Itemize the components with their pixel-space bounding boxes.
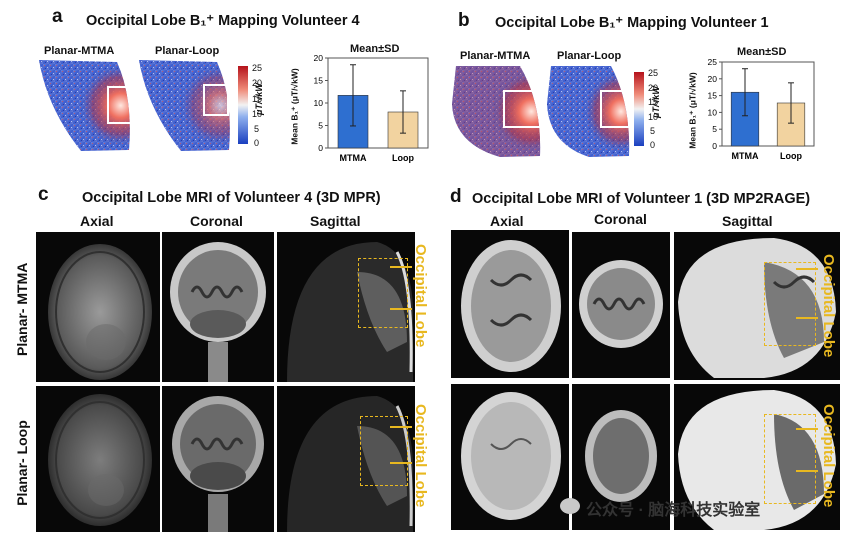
panel-b-title: Occipital Lobe B₁⁺ Mapping Volunteer 1 [495, 15, 769, 31]
chart-b-category-label: Loop [780, 151, 802, 161]
panel-b-letter: b [458, 10, 470, 31]
panel-c-letter: c [38, 184, 49, 205]
panel-c-mri-sagittal-mtma [277, 232, 415, 382]
watermark-text: 公众号 · 脑海科技实验室 [586, 502, 761, 519]
chart-b-title: Mean±SD [737, 46, 787, 58]
panel-a-roi-box-mtma [107, 86, 133, 124]
panel-c-arrow-icon [390, 266, 412, 268]
chart-b-ytick-label: 0 [712, 141, 717, 151]
panel-a-colorbar-tick: 20 [252, 78, 263, 88]
panel-b-colorbar-tick: 25 [648, 68, 659, 78]
panel-c-occipital-box-loop [360, 416, 408, 486]
chart-a-ytick-label: 20 [314, 54, 324, 63]
panel-a-colorbar [238, 66, 248, 144]
panel-a-b1-map-loop [139, 60, 230, 151]
panel-d-occipital-box-row1 [764, 262, 816, 346]
panel-c-mri-coronal-mtma [162, 232, 274, 382]
chart-b-ytick-label: 15 [708, 91, 718, 101]
panel-c-view-axial: Axial [80, 213, 114, 229]
chart-a-ytick-label: 10 [314, 98, 324, 108]
panel-d-view-coronal: Coronal [594, 211, 647, 227]
chart-b-ytick-label: 20 [708, 74, 718, 84]
panel-c-mri-axial-mtma [36, 232, 160, 382]
panel-d-mri-axial-row1 [451, 230, 569, 378]
panel-d-arrow-icon [796, 428, 818, 430]
panel-b-colorbar [634, 72, 644, 146]
panel-a-roi-box-loop [203, 84, 229, 116]
panel-d-title: Occipital Lobe MRI of Volunteer 1 (3D MP… [472, 191, 811, 207]
panel-a-colorbar-tick: 25 [252, 63, 263, 73]
panel-b-colorbar-tick: 20 [648, 83, 659, 93]
panel-a-colorbar-tick: 15 [252, 94, 263, 104]
panel-c-annotation-mtma: Occipital Lobe [412, 244, 429, 348]
panel-d-mri-sagittal-row1 [674, 232, 840, 380]
chart-b-ytick-label: 10 [708, 107, 718, 117]
panel-b-b1-map-loop [547, 66, 630, 157]
panel-b-colorbar-tick: 5 [650, 126, 656, 136]
panel-a-map-label-mtma: Planar-MTMA [44, 45, 115, 57]
panel-a-b1-map-mtma [39, 60, 130, 151]
panel-c-mri-sagittal-loop [277, 386, 415, 532]
chart-b-ytick-label: 25 [708, 58, 718, 67]
panel-d-mri-axial-row2 [451, 384, 569, 530]
chart-a-category-label: Loop [392, 153, 414, 163]
panel-b-roi-box-loop [600, 90, 630, 128]
panel-d-mri-coronal-row1 [572, 232, 670, 378]
panel-b-map-label-mtma: Planar-MTMA [460, 50, 531, 62]
panel-d-mri-sagittal-row2 [674, 384, 840, 530]
panel-c-title: Occipital Lobe MRI of Volunteer 4 (3D MP… [82, 190, 381, 206]
panel-d-arrow-icon [796, 317, 818, 319]
panel-b-colorbar-tick: 15 [648, 97, 659, 107]
chart-a-category-label: MTMA [340, 153, 367, 163]
wechat-icon [560, 498, 580, 514]
panel-d-letter: d [450, 186, 462, 207]
panel-a-colorbar-tick: 5 [254, 124, 260, 134]
panel-d-view-axial: Axial [490, 213, 524, 229]
panel-d-occipital-box-row2 [764, 414, 816, 504]
panel-c-row-label-mtma: Planar- MTMA [14, 262, 30, 356]
panel-c-annotation-loop: Occipital Lobe [412, 404, 429, 508]
chart-b-ytick-label: 5 [712, 124, 717, 134]
panel-a-colorbar-tick: 0 [254, 138, 260, 148]
panel-a-colorbar-unit: μT/√kW [253, 83, 264, 115]
panel-a-letter: a [52, 6, 63, 27]
panel-b-b1-map-mtma [452, 66, 541, 157]
panel-d-arrow-icon [796, 268, 818, 270]
panel-a-colorbar-tick: 10 [252, 109, 263, 119]
panel-b-colorbar-tick: 10 [648, 112, 659, 122]
panel-d-arrow-icon [796, 470, 818, 472]
chart-a-title: Mean±SD [350, 43, 400, 55]
panel-c-arrow-icon [390, 462, 412, 464]
panel-a-title: Occipital Lobe B₁⁺ Mapping Volunteer 4 [86, 13, 360, 29]
panel-d-view-sagittal: Sagittal [722, 213, 773, 229]
panel-b-roi-box-mtma [503, 90, 541, 128]
panel-b-colorbar-unit: μT/√kW [650, 86, 661, 118]
panel-b-map-label-loop: Planar-Loop [557, 50, 622, 62]
chart-b: 0 5 10 15 20 25 MTMA Loop [708, 58, 815, 161]
chart-a-ytick-label: 0 [318, 143, 323, 153]
chart-b-category-label: MTMA [732, 151, 759, 161]
panel-d-annotation-row2: Occipital Lobe [820, 404, 837, 508]
chart-a-ytick-label: 15 [314, 76, 324, 86]
panel-c-view-coronal: Coronal [190, 213, 243, 229]
panel-b-colorbar-tick: 0 [650, 140, 656, 150]
panel-c-view-sagittal: Sagittal [310, 213, 361, 229]
chart-a: 0 5 10 15 20 MTMA Loop [314, 54, 429, 163]
panel-a-map-label-loop: Planar-Loop [155, 45, 220, 57]
panel-d-mri-coronal-row2 [572, 384, 670, 530]
panel-c-row-label-loop: Planar- Loop [14, 420, 30, 506]
panel-d-annotation-row1: Occipital Lobe [820, 254, 837, 358]
panel-c-arrow-icon [390, 426, 412, 428]
panel-c-mri-axial-loop [36, 386, 160, 532]
chart-a-ytick-label: 5 [318, 121, 323, 131]
panel-c-occipital-box-mtma [358, 258, 408, 328]
panel-c-arrow-icon [390, 308, 412, 310]
panel-c-mri-coronal-loop [162, 386, 274, 532]
